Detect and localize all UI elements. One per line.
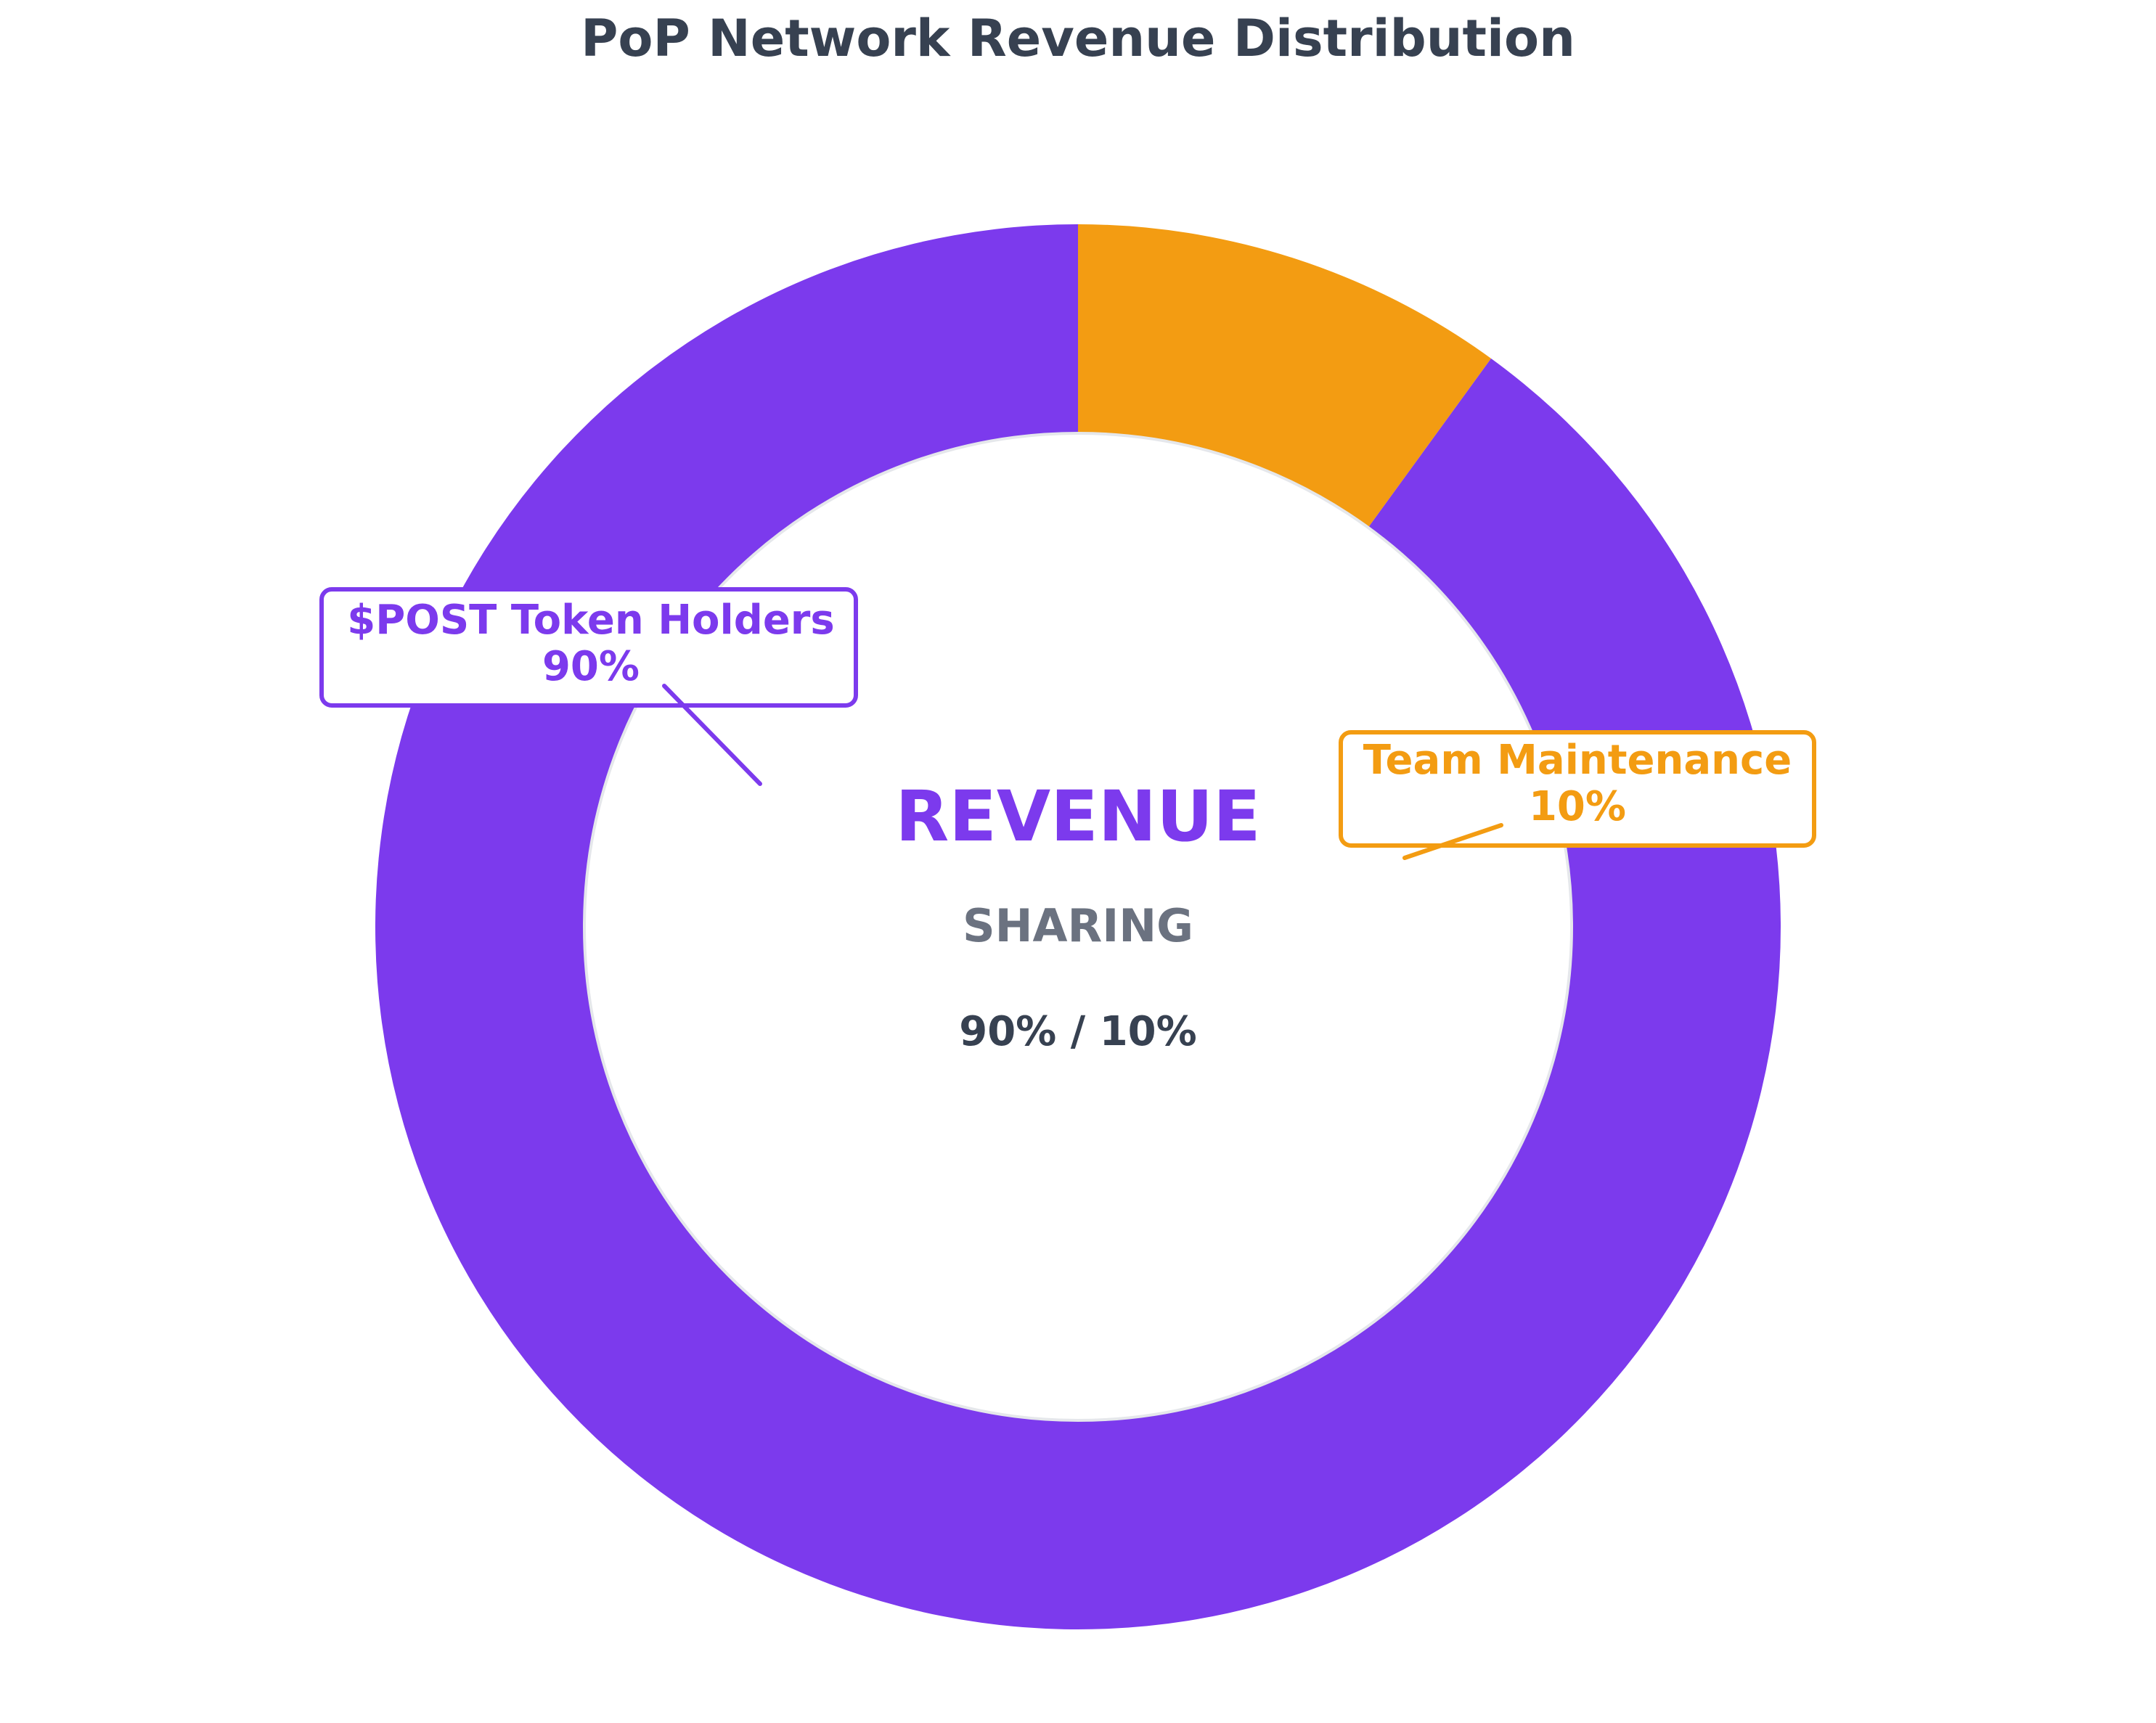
slice-label-box [319, 587, 858, 708]
slice-label-box [1339, 730, 1816, 848]
chart-title: PoP Network Revenue Distribution [581, 9, 1575, 68]
label-connector-line [1402, 823, 1503, 860]
slice-label-name: $POST Token Holders [347, 597, 835, 644]
slice-label-value: 90% [542, 643, 640, 690]
slice-label-value: 10% [1529, 783, 1626, 830]
center-title: REVENUE [895, 776, 1260, 857]
slice-label-name: Team Maintenance [1363, 737, 1792, 784]
center-subtitle: SHARING [963, 899, 1193, 952]
label-connector-line [662, 684, 762, 786]
center-ratio: 90% / 10% [959, 1008, 1197, 1055]
